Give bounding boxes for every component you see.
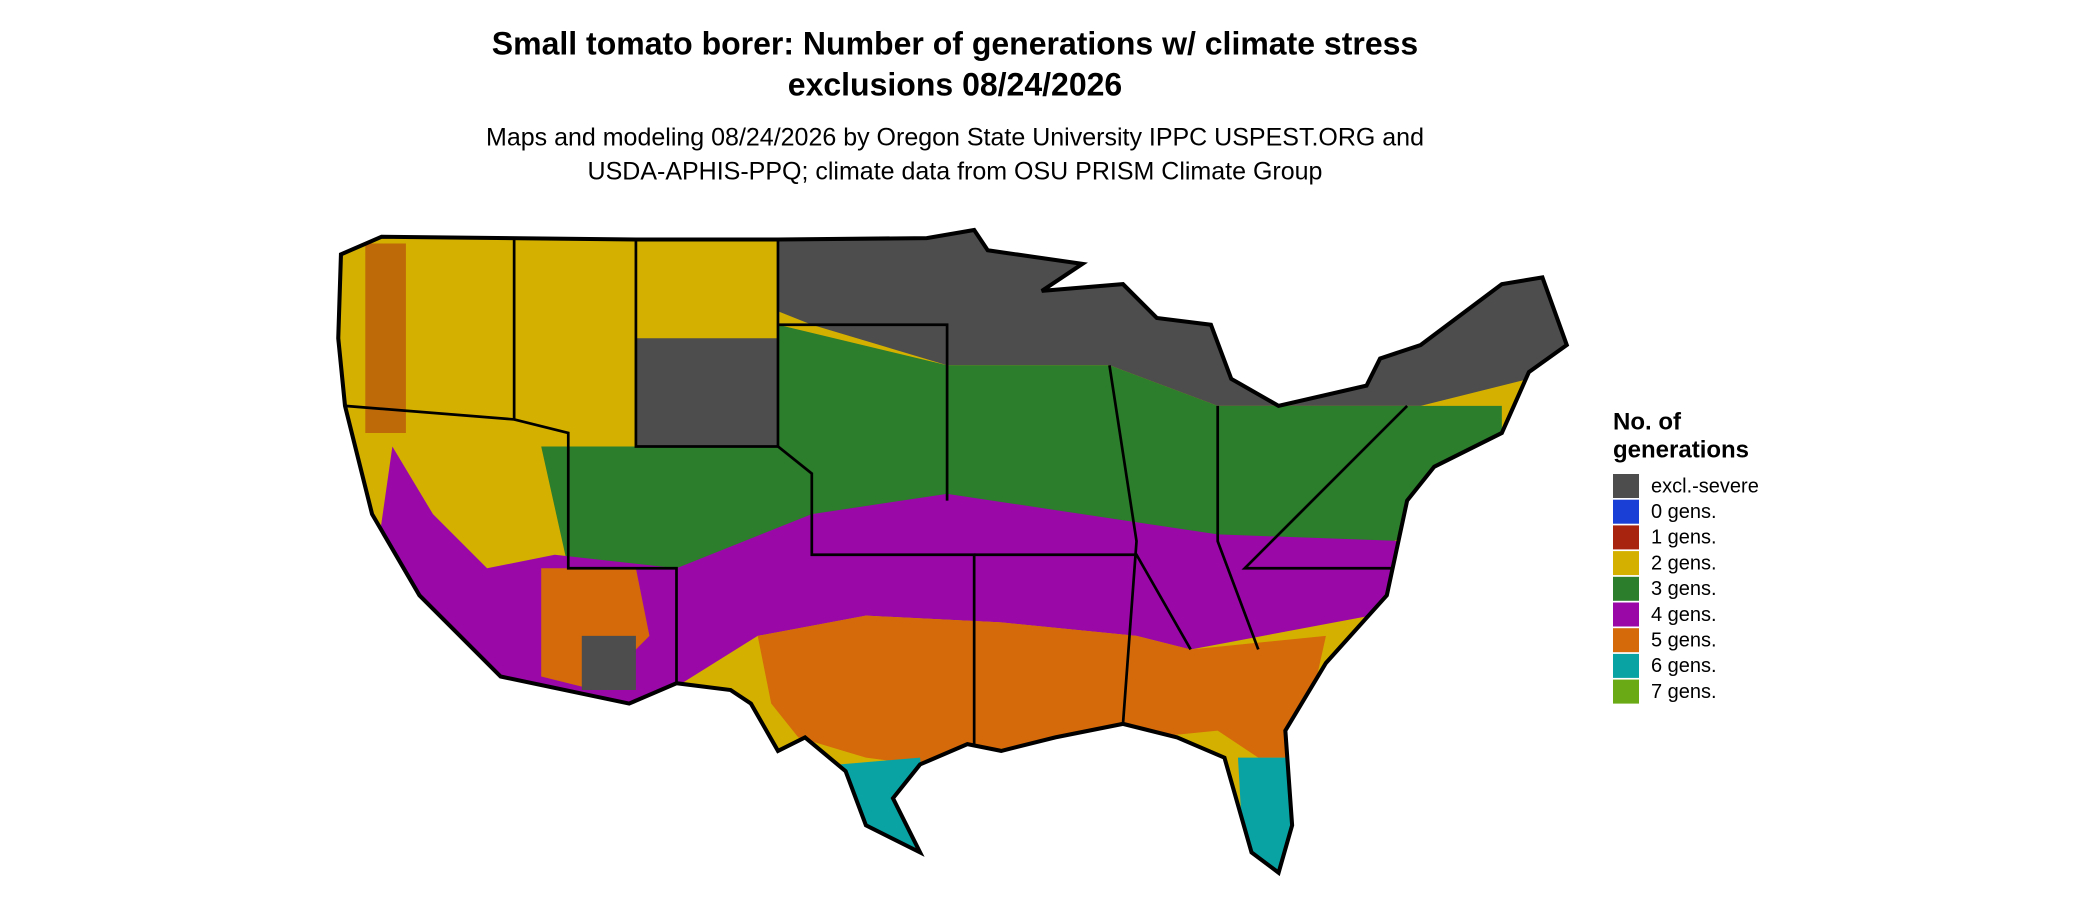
legend-swatch — [1613, 679, 1639, 704]
legend: excl.-severe 0 gens. 1 gens. 2 gens. 3 gens.… — [1613, 474, 1759, 704]
legend-title: No. of — [1613, 408, 1682, 435]
legend-swatch — [1613, 628, 1639, 653]
legend-label: 0 gens. — [1651, 501, 1717, 523]
legend-swatch — [1613, 525, 1639, 550]
legend-swatch — [1613, 551, 1639, 576]
title-line: Small tomato borer: Number of generation… — [492, 25, 1418, 61]
legend-label: 3 gens. — [1651, 578, 1717, 600]
legend-swatch — [1613, 499, 1639, 524]
legend-label: 1 gens. — [1651, 527, 1717, 549]
legend-label: 5 gens. — [1651, 629, 1717, 651]
legend-label: excl.-severe — [1651, 475, 1759, 497]
subtitle-line: USDA-APHIS-PPQ; climate data from OSU PR… — [588, 158, 1323, 186]
legend-label: 7 gens. — [1651, 681, 1717, 703]
legend-title: generations — [1613, 436, 1749, 463]
us-map — [325, 216, 1583, 892]
title-line: exclusions 08/24/2026 — [788, 66, 1122, 102]
legend-swatch — [1613, 474, 1639, 498]
legend-label: 4 gens. — [1651, 604, 1717, 626]
legend-swatch — [1613, 653, 1639, 678]
legend-label: 2 gens. — [1651, 552, 1717, 574]
subtitle-line: Maps and modeling 08/24/2026 by Oregon S… — [486, 124, 1424, 152]
legend-swatch — [1613, 602, 1639, 627]
legend-swatch — [1613, 576, 1639, 601]
legend-label: 6 gens. — [1651, 655, 1717, 677]
